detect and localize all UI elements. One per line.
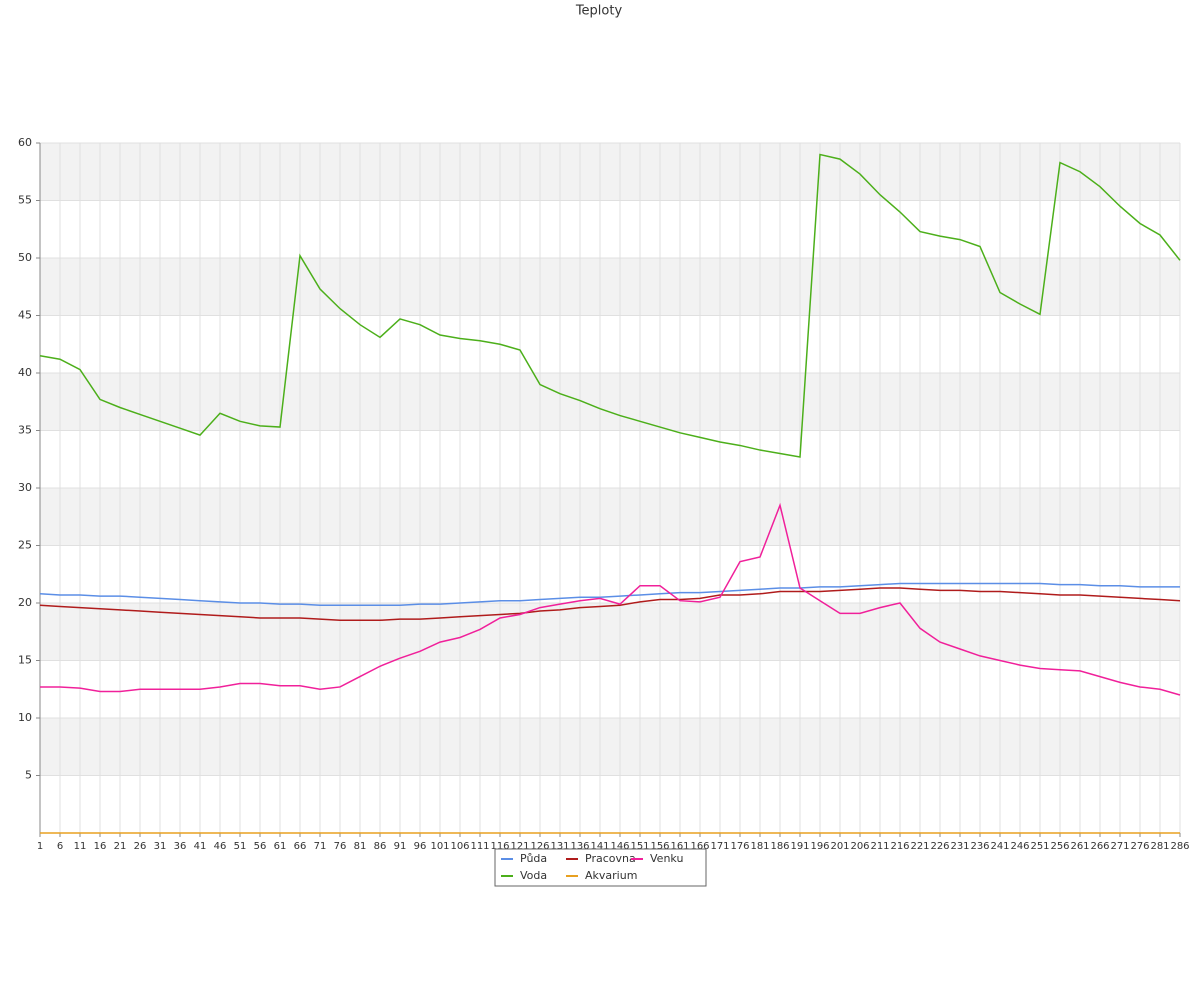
x-tick-label: 146 <box>610 841 629 852</box>
grid-band <box>40 373 1180 431</box>
x-tick-label: 71 <box>314 841 327 852</box>
x-tick-label: 186 <box>770 841 789 852</box>
x-tick-label: 21 <box>114 841 127 852</box>
x-tick-label: 81 <box>354 841 367 852</box>
x-tick-label: 161 <box>670 841 689 852</box>
x-tick-label: 36 <box>174 841 187 852</box>
x-tick-label: 86 <box>374 841 387 852</box>
x-tick-label: 251 <box>1030 841 1049 852</box>
x-tick-label: 246 <box>1010 841 1029 852</box>
legend-label: Pracovna <box>585 852 636 865</box>
y-tick-label: 40 <box>18 366 32 379</box>
series-line <box>39 587 1181 621</box>
x-tick-label: 11 <box>74 841 87 852</box>
grid-band <box>40 603 1180 661</box>
x-tick-label: 106 <box>450 841 469 852</box>
x-tick-label: 241 <box>990 841 1009 852</box>
x-tick-label: 61 <box>274 841 287 852</box>
legend-box <box>494 848 707 887</box>
x-tick-label: 226 <box>930 841 949 852</box>
x-tick-label: 111 <box>470 841 489 852</box>
x-tick-label: 166 <box>690 841 709 852</box>
x-tick-label: 26 <box>134 841 147 852</box>
x-tick-label: 196 <box>810 841 829 852</box>
legend-label: Voda <box>520 869 547 882</box>
y-tick-label: 30 <box>18 481 32 494</box>
x-tick-label: 126 <box>530 841 549 852</box>
x-tick-label: 96 <box>414 841 427 852</box>
x-tick-label: 1 <box>37 841 43 852</box>
legend-label: Venku <box>650 852 683 865</box>
x-tick-label: 271 <box>1110 841 1129 852</box>
x-tick-label: 266 <box>1090 841 1109 852</box>
x-tick-label: 76 <box>334 841 347 852</box>
x-tick-label: 281 <box>1150 841 1169 852</box>
chart-title: Teploty <box>575 4 623 19</box>
x-tick-label: 156 <box>650 841 669 852</box>
x-tick-label: 66 <box>294 841 307 852</box>
x-tick-label: 256 <box>1050 841 1069 852</box>
x-tick-label: 191 <box>790 841 809 852</box>
x-tick-label: 141 <box>590 841 609 852</box>
x-tick-label: 41 <box>194 841 207 852</box>
grid-band <box>40 488 1180 546</box>
y-tick-label: 45 <box>18 309 32 322</box>
x-tick-label: 206 <box>850 841 869 852</box>
x-tick-label: 136 <box>570 841 589 852</box>
x-tick-label: 16 <box>94 841 107 852</box>
x-tick-label: 211 <box>870 841 889 852</box>
x-tick-label: 201 <box>830 841 849 852</box>
legend: Půda Pracovna Venku Voda Akvarium <box>494 848 707 887</box>
x-tick-label: 91 <box>394 841 407 852</box>
x-tick-label: 176 <box>730 841 749 852</box>
x-tick-label: 151 <box>630 841 649 852</box>
x-tick-label: 261 <box>1070 841 1089 852</box>
y-tick-label: 55 <box>18 194 32 207</box>
grid-band <box>40 718 1180 776</box>
legend-label: Půda <box>520 852 547 865</box>
series-line <box>40 502 1181 696</box>
x-tick-label: 171 <box>710 841 729 852</box>
x-tick-label: 216 <box>890 841 909 852</box>
grid-band <box>40 258 1180 316</box>
x-tick-label: 276 <box>1130 841 1149 852</box>
y-tick-label: 5 <box>25 769 32 782</box>
x-tick-label: 131 <box>550 841 569 852</box>
y-tick-label: 20 <box>18 596 32 609</box>
x-tick-label: 181 <box>750 841 769 852</box>
y-tick-label: 60 <box>18 136 32 149</box>
x-tick-label: 51 <box>234 841 247 852</box>
x-tick-label: 6 <box>57 841 63 852</box>
series-line <box>39 153 1181 458</box>
x-tick-label: 116 <box>490 841 509 852</box>
x-tick-label: 56 <box>254 841 267 852</box>
y-tick-label: 10 <box>18 711 32 724</box>
series-line <box>39 582 1180 607</box>
x-tick-label: 286 <box>1170 841 1189 852</box>
y-tick-label: 25 <box>18 539 32 552</box>
x-tick-label: 221 <box>910 841 929 852</box>
y-tick-label: 15 <box>18 654 32 667</box>
x-tick-label: 101 <box>430 841 449 852</box>
x-tick-label: 121 <box>510 841 529 852</box>
legend-label: Akvarium <box>585 869 637 882</box>
x-tick-label: 31 <box>154 841 167 852</box>
x-tick-label: 231 <box>950 841 969 852</box>
x-tick-label: 236 <box>970 841 989 852</box>
grid-band <box>40 143 1180 201</box>
x-tick-label: 46 <box>214 841 227 852</box>
y-tick-label: 50 <box>18 251 32 264</box>
y-tick-label: 35 <box>18 424 32 437</box>
